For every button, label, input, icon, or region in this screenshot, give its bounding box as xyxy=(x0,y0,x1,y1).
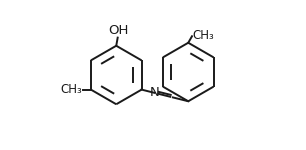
Text: OH: OH xyxy=(108,24,128,37)
Text: N: N xyxy=(150,86,159,99)
Text: CH₃: CH₃ xyxy=(60,83,82,96)
Text: CH₃: CH₃ xyxy=(193,29,215,42)
